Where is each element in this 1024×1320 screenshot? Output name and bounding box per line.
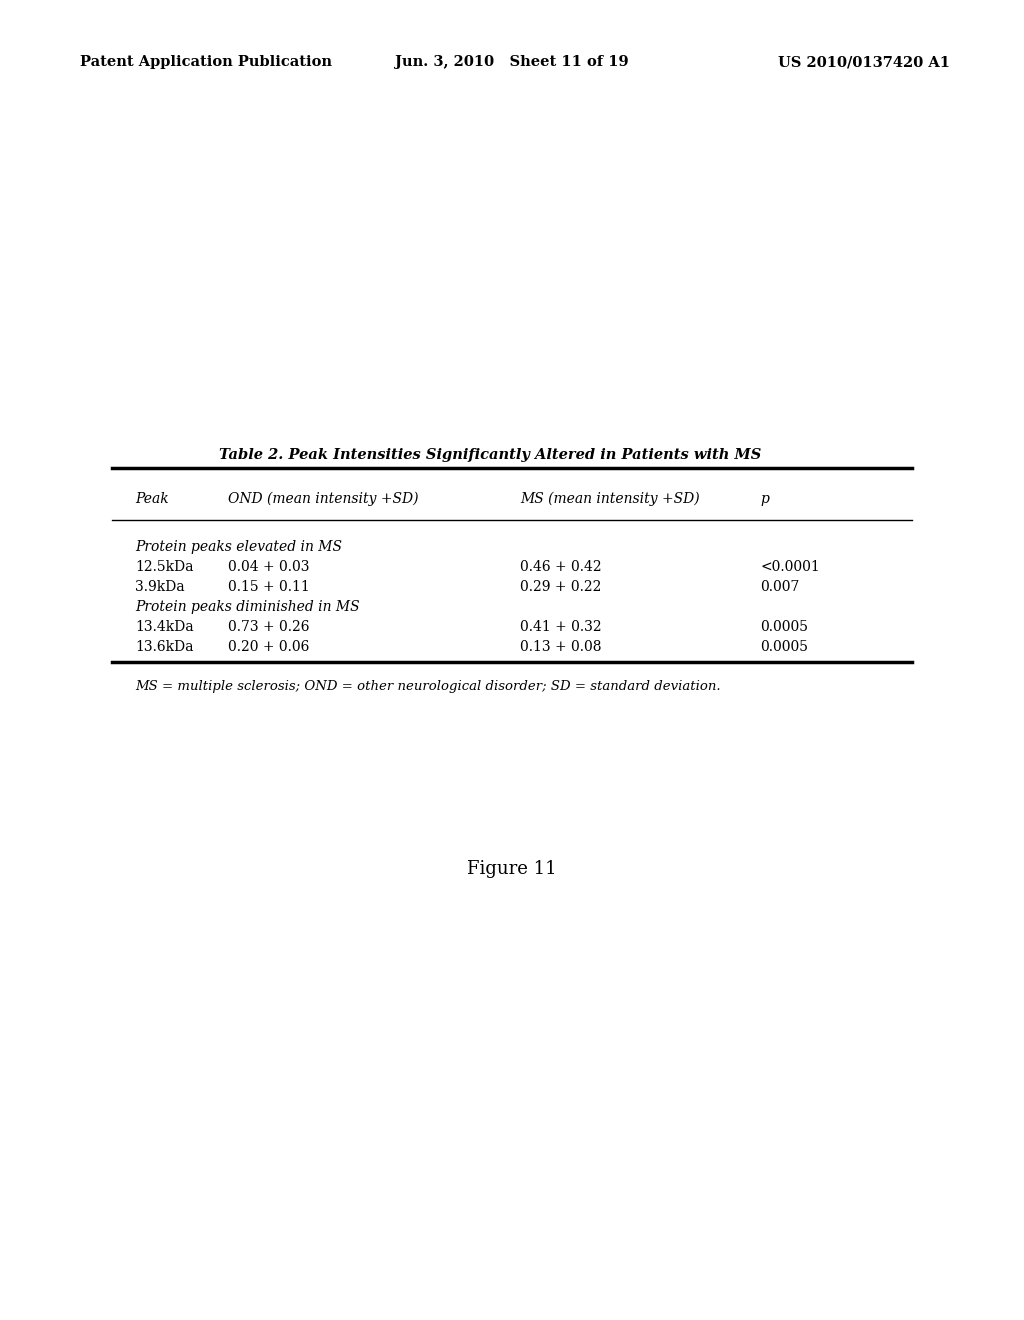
Text: 0.20 + 0.06: 0.20 + 0.06: [228, 640, 309, 653]
Text: <0.0001: <0.0001: [760, 560, 820, 574]
Text: MS (mean intensity +SD): MS (mean intensity +SD): [520, 492, 699, 507]
Text: Figure 11: Figure 11: [467, 861, 557, 878]
Text: 0.0005: 0.0005: [760, 620, 808, 634]
Text: Table 2. Peak Intensities Significantly Altered in Patients with MS: Table 2. Peak Intensities Significantly …: [219, 447, 761, 462]
Text: 13.6kDa: 13.6kDa: [135, 640, 194, 653]
Text: 0.04 + 0.03: 0.04 + 0.03: [228, 560, 309, 574]
Text: p: p: [760, 492, 769, 506]
Text: 0.41 + 0.32: 0.41 + 0.32: [520, 620, 602, 634]
Text: MS = multiple sclerosis; OND = other neurological disorder; SD = standard deviat: MS = multiple sclerosis; OND = other neu…: [135, 680, 721, 693]
Text: Peak: Peak: [135, 492, 169, 506]
Text: Jun. 3, 2010   Sheet 11 of 19: Jun. 3, 2010 Sheet 11 of 19: [395, 55, 629, 69]
Text: 0.007: 0.007: [760, 579, 800, 594]
Text: Protein peaks diminished in MS: Protein peaks diminished in MS: [135, 601, 359, 614]
Text: 13.4kDa: 13.4kDa: [135, 620, 194, 634]
Text: OND (mean intensity +SD): OND (mean intensity +SD): [228, 492, 419, 507]
Text: 3.9kDa: 3.9kDa: [135, 579, 184, 594]
Text: 0.29 + 0.22: 0.29 + 0.22: [520, 579, 601, 594]
Text: Protein peaks elevated in MS: Protein peaks elevated in MS: [135, 540, 342, 554]
Text: 12.5kDa: 12.5kDa: [135, 560, 194, 574]
Text: 0.0005: 0.0005: [760, 640, 808, 653]
Text: 0.46 + 0.42: 0.46 + 0.42: [520, 560, 602, 574]
Text: Patent Application Publication: Patent Application Publication: [80, 55, 332, 69]
Text: 0.13 + 0.08: 0.13 + 0.08: [520, 640, 601, 653]
Text: 0.73 + 0.26: 0.73 + 0.26: [228, 620, 309, 634]
Text: US 2010/0137420 A1: US 2010/0137420 A1: [778, 55, 950, 69]
Text: 0.15 + 0.11: 0.15 + 0.11: [228, 579, 309, 594]
